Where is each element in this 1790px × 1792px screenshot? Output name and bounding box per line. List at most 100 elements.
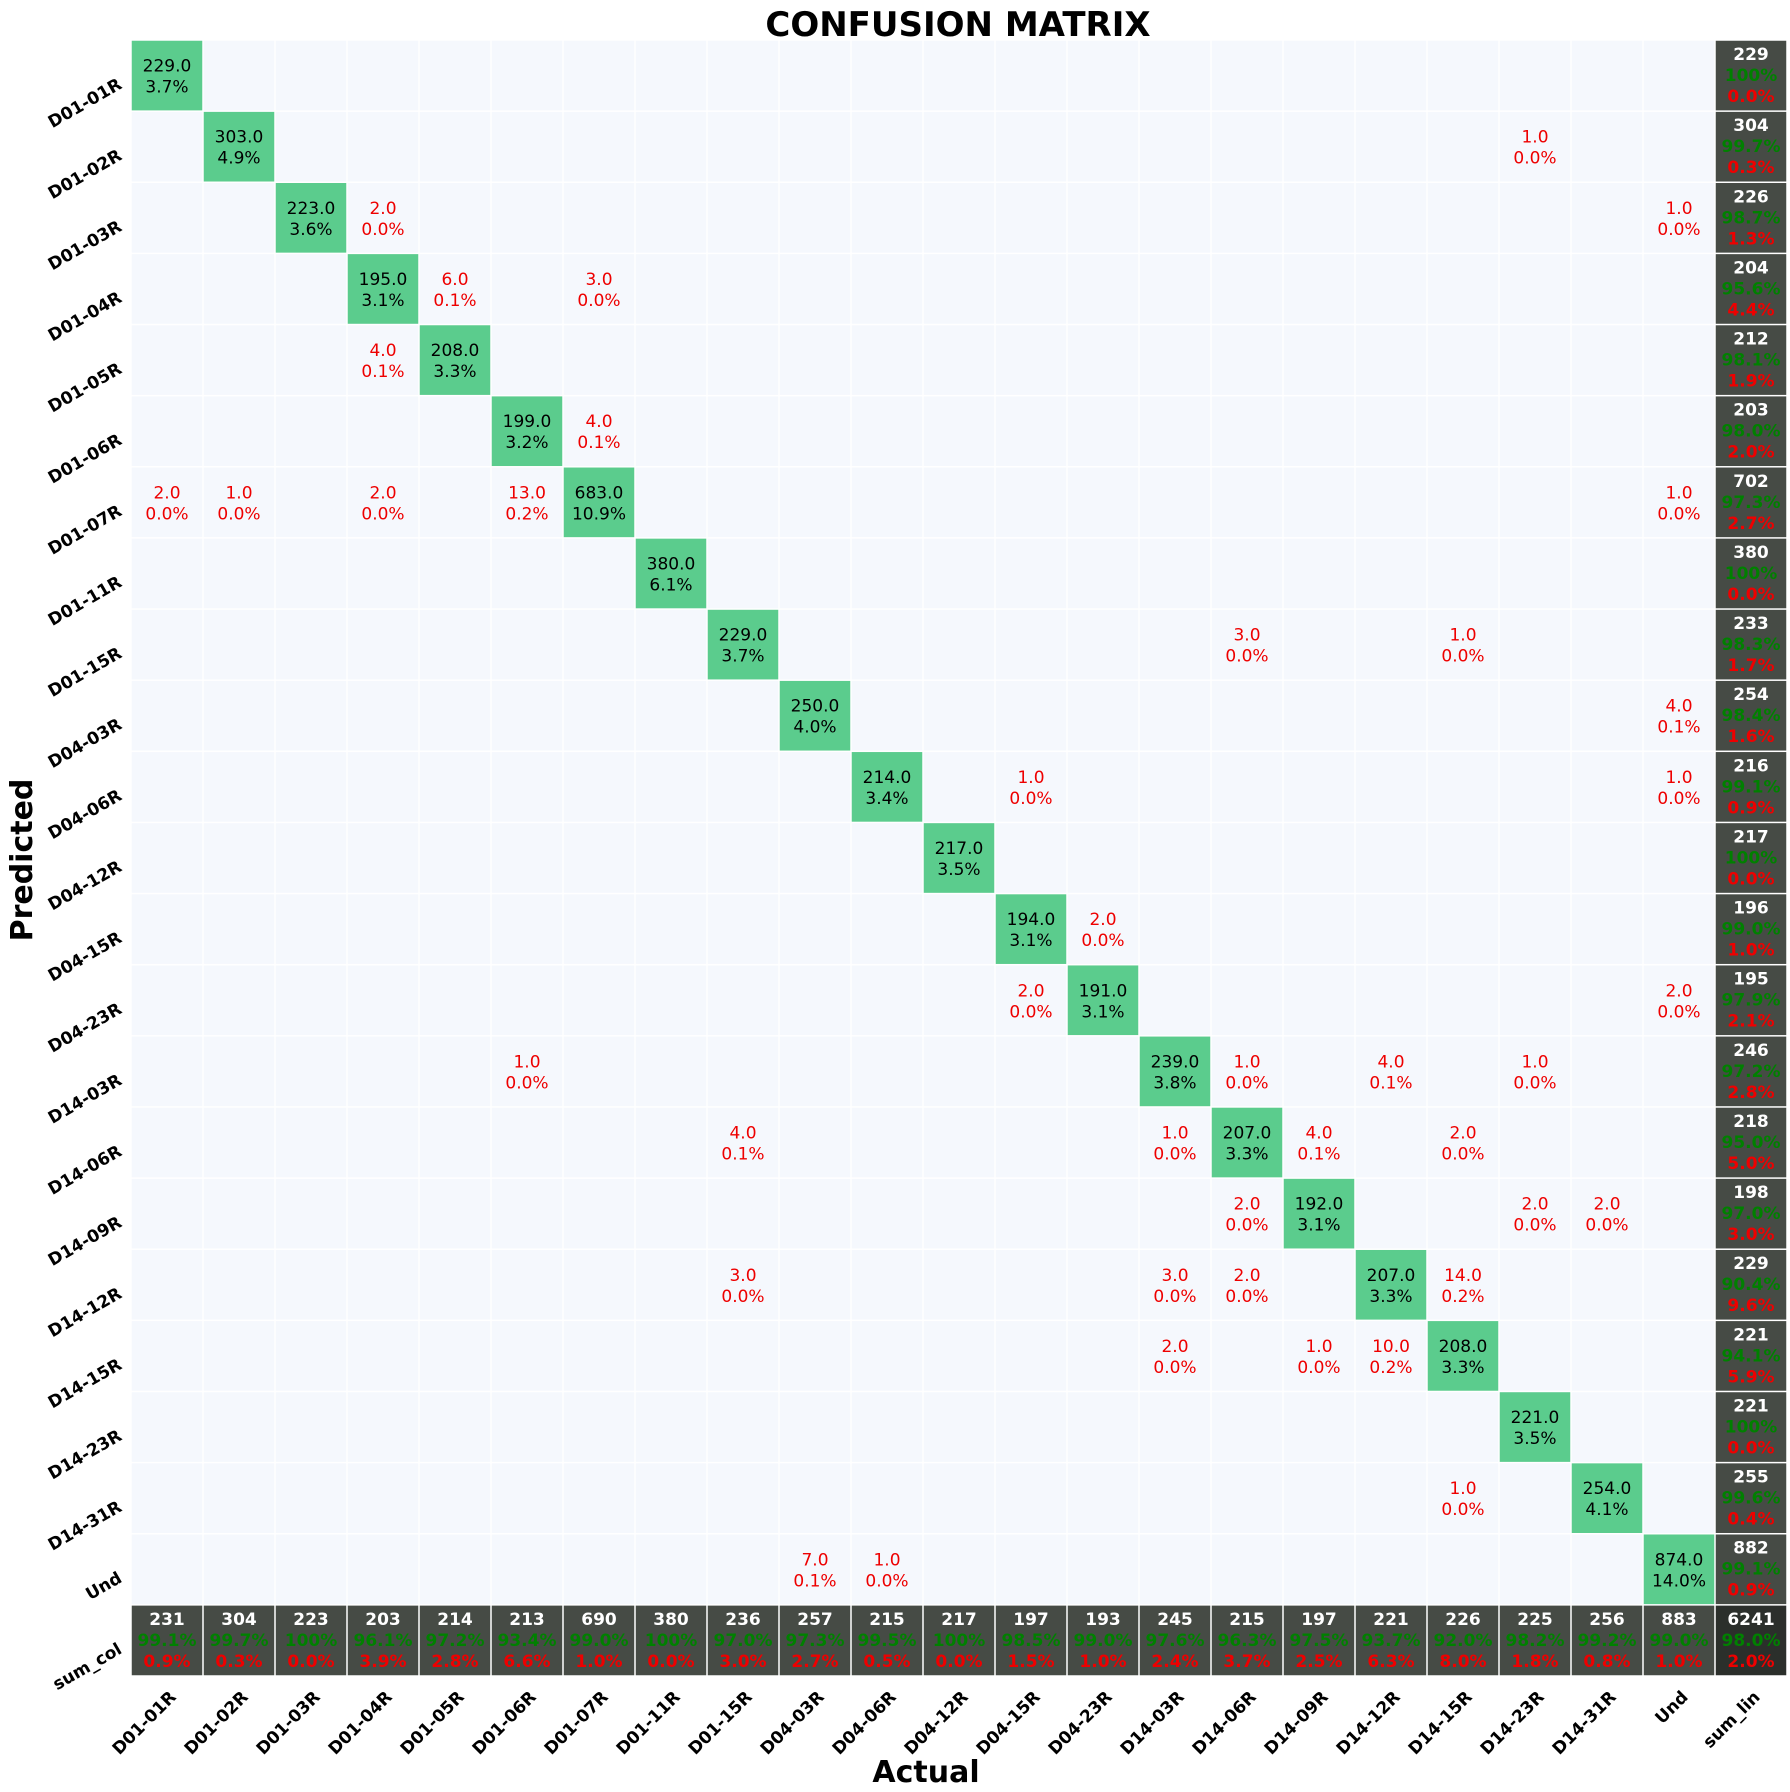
cell-percent: 0.1% <box>1297 1145 1340 1165</box>
col-total-cell <box>923 1605 995 1676</box>
cell-count: 683.0 <box>575 483 624 503</box>
matrix-cell-bg <box>275 396 347 467</box>
matrix-cell-bg <box>275 1249 347 1320</box>
matrix-cell-bg <box>1211 1321 1283 1391</box>
cell-count: 1.0 <box>1449 626 1476 646</box>
row-total-cell-count: 195 <box>1733 970 1769 990</box>
matrix-cell-bg <box>995 1249 1067 1320</box>
matrix-cell-bg <box>1139 965 1211 1036</box>
matrix-cell-bg <box>707 254 779 324</box>
row-total-cell <box>1715 325 1787 395</box>
cell-count: 2.0 <box>1665 981 1692 1001</box>
cell-count: 303.0 <box>215 128 264 148</box>
matrix-cell-bg <box>1643 40 1715 111</box>
col-total-cell <box>1139 1605 1211 1676</box>
matrix-cell-bg <box>635 111 707 182</box>
matrix-cell-bg <box>1499 609 1571 680</box>
matrix-cell-bg <box>131 183 203 253</box>
y-tick-label: D04-03R <box>45 715 126 773</box>
matrix-cell-bg <box>1139 1178 1211 1249</box>
matrix-cell-bg <box>563 538 635 609</box>
matrix-cell-bg <box>1643 538 1715 609</box>
matrix-cell-bg <box>563 1036 635 1107</box>
matrix-cell-bg <box>203 183 275 253</box>
matrix-cell-bg <box>635 1321 707 1391</box>
cell-count: 194.0 <box>1007 910 1056 930</box>
matrix-cell-bg <box>1067 1107 1139 1178</box>
matrix-cell-bg <box>347 609 419 680</box>
matrix-cell-bg <box>131 823 203 893</box>
cell-count: 214.0 <box>863 768 912 788</box>
matrix-cell-bg <box>1499 467 1571 538</box>
matrix-cell-bg <box>1499 965 1571 1036</box>
matrix-cell-bg <box>131 680 203 751</box>
matrix-cell-bg <box>419 965 491 1036</box>
matrix-cell-bg <box>1283 823 1355 893</box>
matrix-cell-bg <box>779 1249 851 1320</box>
cell-percent: 0.2% <box>1441 1287 1484 1307</box>
matrix-cell-bg <box>563 40 635 111</box>
matrix-cell-bg <box>1427 111 1499 182</box>
col-total-cell-correct: 100% <box>285 1631 338 1651</box>
cell-percent: 0.0% <box>1657 1002 1700 1022</box>
matrix-cell-bg <box>1643 894 1715 964</box>
diagonal-cell <box>491 396 563 467</box>
matrix-cell-bg <box>419 680 491 751</box>
cell-count: 13.0 <box>508 483 546 503</box>
row-total-cell-count: 203 <box>1733 401 1769 421</box>
matrix-cell-bg <box>1355 1036 1427 1107</box>
matrix-cell-bg <box>1283 680 1355 751</box>
cell-count: 2.0 <box>1089 910 1116 930</box>
cell-count: 3.0 <box>585 270 612 290</box>
y-tick-label: D01-05R <box>45 359 126 417</box>
cell-percent: 0.0% <box>361 220 404 240</box>
cell-percent: 0.0% <box>1441 1500 1484 1520</box>
matrix-cell-bg <box>203 396 275 467</box>
col-total-cell-count: 193 <box>1085 1610 1121 1630</box>
matrix-cell-bg <box>347 1463 419 1533</box>
cell-count: 4.0 <box>1377 1052 1404 1072</box>
matrix-cell-bg <box>563 111 635 182</box>
matrix-cell-bg <box>923 1107 995 1178</box>
matrix-cell-bg <box>1571 1036 1643 1107</box>
matrix-cell-bg <box>1643 680 1715 751</box>
matrix-cell-bg <box>779 894 851 964</box>
matrix-cell-bg <box>1283 40 1355 111</box>
cell-count: 1.0 <box>1449 1479 1476 1499</box>
diagonal-cell <box>563 467 635 538</box>
row-total-cell-correct: 97.0% <box>1722 1204 1781 1224</box>
matrix-cell-bg <box>275 325 347 395</box>
matrix-cell-bg <box>851 1392 923 1462</box>
matrix-cell-bg <box>347 538 419 609</box>
col-total-cell-error: 1.0% <box>1655 1652 1702 1672</box>
matrix-cell-bg <box>1139 1107 1211 1178</box>
matrix-cell-bg <box>563 396 635 467</box>
y-tick-label: D01-07R <box>45 501 126 559</box>
matrix-cell-bg <box>1643 1036 1715 1107</box>
cell-count: 4.0 <box>369 341 396 361</box>
matrix-cell-bg <box>1427 538 1499 609</box>
matrix-cell-bg <box>1283 1392 1355 1462</box>
matrix-cell-bg <box>203 325 275 395</box>
matrix-cell-bg <box>347 1392 419 1462</box>
row-total-cell <box>1715 1178 1787 1249</box>
cell-percent: 0.0% <box>1441 1145 1484 1165</box>
matrix-cell-bg <box>131 325 203 395</box>
matrix-cell-bg <box>275 111 347 182</box>
col-total-cell <box>203 1605 275 1676</box>
cell-count: 250.0 <box>791 697 840 717</box>
col-total-cell-error: 2.5% <box>1295 1652 1342 1672</box>
row-total-cell-count: 221 <box>1733 1325 1769 1345</box>
cell-percent: 0.0% <box>1225 1073 1268 1093</box>
matrix-cell-bg <box>779 538 851 609</box>
matrix-cell-bg <box>347 894 419 964</box>
cell-count: 254.0 <box>1583 1479 1632 1499</box>
matrix-cell-bg <box>1571 680 1643 751</box>
matrix-cell-bg <box>779 1463 851 1533</box>
cell-count: 208.0 <box>431 341 480 361</box>
row-total-cell-correct: 97.3% <box>1722 493 1781 513</box>
row-total-cell <box>1715 1392 1787 1462</box>
matrix-cell-bg <box>1427 254 1499 324</box>
matrix-cell-bg <box>1427 965 1499 1036</box>
matrix-cell-bg <box>1283 396 1355 467</box>
